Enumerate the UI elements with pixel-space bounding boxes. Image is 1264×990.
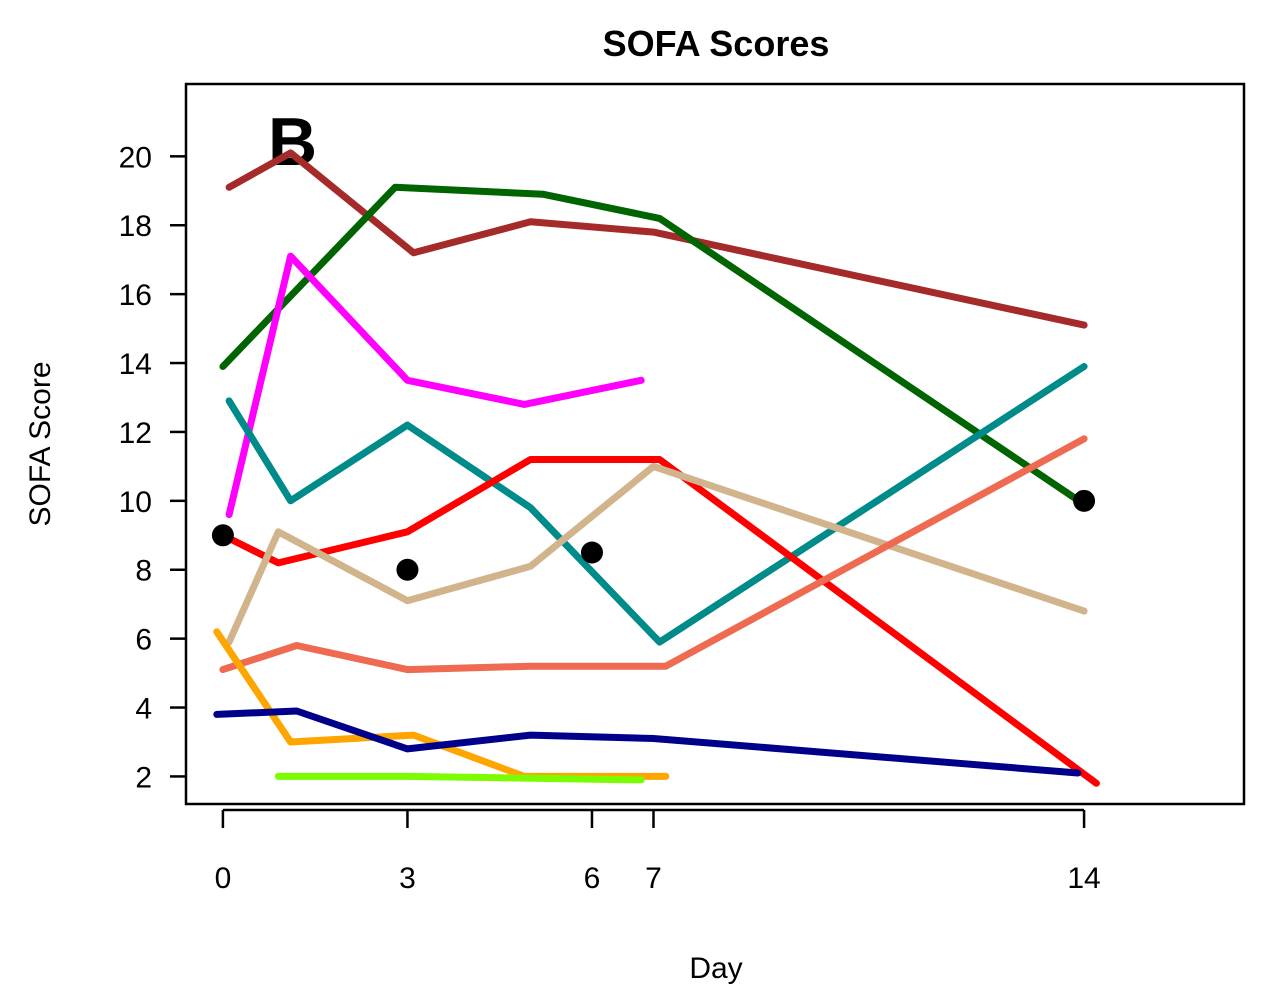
chart-title: SOFA Scores: [603, 23, 830, 64]
y-tick-label-14: 14: [119, 348, 152, 381]
x-tick-label-3: 3: [399, 862, 416, 895]
y-tick-label-16: 16: [119, 279, 152, 312]
series-line-5: [219, 456, 1100, 787]
y-tick-label-4: 4: [135, 693, 152, 726]
x-axis-label: Day: [689, 952, 742, 985]
y-tick-label-8: 8: [135, 555, 152, 588]
x-axis: 0 3 6 7 14: [215, 808, 1101, 895]
y-tick-label-6: 6: [135, 624, 152, 657]
series-line-2: [219, 183, 1088, 508]
marker-point-3: [580, 541, 603, 564]
x-tick-label-0: 0: [215, 862, 232, 895]
y-axis-label: SOFA Score: [24, 361, 57, 526]
marker-point-4: [1073, 489, 1096, 512]
series-layer: [213, 149, 1100, 787]
marker-point-2: [396, 558, 419, 581]
marker-point-1: [211, 524, 234, 547]
y-tick-label-10: 10: [119, 486, 152, 519]
series-line-3: [225, 252, 645, 519]
series-line-7: [219, 435, 1088, 674]
series-line-1: [225, 149, 1088, 329]
series-line-6: [225, 462, 1088, 646]
series-line-8: [213, 628, 670, 780]
series-line-9: [213, 707, 1082, 777]
y-tick-label-20: 20: [119, 141, 152, 174]
y-tick-label-18: 18: [119, 210, 152, 243]
marker-layer: [211, 489, 1096, 581]
x-tick-label-6: 6: [584, 862, 601, 895]
series-line-10: [274, 772, 645, 784]
x-tick-label-14: 14: [1067, 862, 1100, 895]
y-axis: 2 4 6 8 10 12 14 16 18 20: [119, 141, 186, 794]
series-line-4: [225, 363, 1088, 646]
plot-frame: [184, 82, 1246, 806]
y-tick-label-12: 12: [119, 417, 152, 450]
x-tick-label-7: 7: [645, 862, 662, 895]
y-tick-label-2: 2: [135, 761, 152, 794]
